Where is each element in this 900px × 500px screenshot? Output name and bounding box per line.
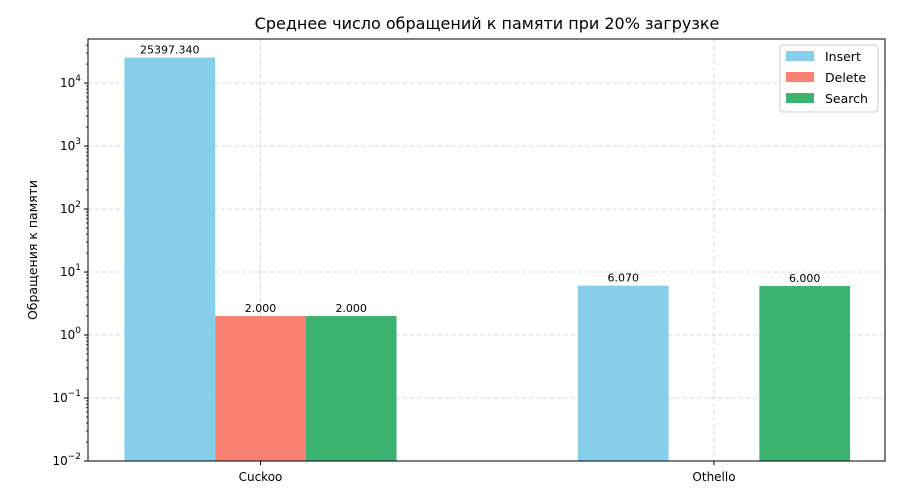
bar-search	[305, 316, 397, 461]
y-tick-exponent: −1	[68, 389, 81, 399]
legend-label-insert: Insert	[825, 49, 861, 64]
bar-delete	[215, 316, 306, 461]
y-tick-label: 103	[60, 137, 81, 153]
x-tick-label: Othello	[692, 470, 735, 484]
y-tick-exponent: 3	[75, 137, 81, 147]
y-tick-base: 10	[60, 76, 75, 90]
bar-value-label: 6.000	[789, 272, 821, 285]
y-tick-label: 102	[60, 200, 81, 216]
bar-insert	[577, 285, 669, 461]
y-tick-label: 104	[60, 74, 81, 90]
legend: Insert Delete Search	[779, 44, 879, 113]
bar-value-label: 6.070	[608, 272, 640, 285]
y-tick-label: 10−1	[52, 389, 81, 405]
legend-label-delete: Delete	[825, 70, 866, 85]
y-axis-label: Обращения к памяти	[25, 180, 40, 320]
bar-value-labels: 25397.340 6.070 2.000 2.000 6.000	[140, 44, 820, 316]
y-tick-base: 10	[52, 391, 67, 405]
y-tick-exponent: −2	[68, 452, 81, 462]
chart-title: Среднее число обращений к памяти при 20%…	[255, 14, 720, 33]
legend-swatch-insert	[786, 51, 814, 61]
bars	[124, 57, 851, 461]
y-tick-base: 10	[60, 139, 75, 153]
plot-area-frame	[87, 38, 886, 462]
x-tick-label: Cuckoo	[239, 470, 283, 484]
y-tick-label: 100	[60, 326, 81, 342]
legend-swatch-search	[786, 93, 814, 103]
legend-label-search: Search	[825, 91, 868, 106]
y-tick-exponent: 0	[75, 326, 81, 336]
legend-swatch-delete	[786, 72, 814, 82]
y-tick-base: 10	[60, 265, 75, 279]
y-tick-label: 10−2	[52, 452, 81, 468]
y-tick-base: 10	[60, 202, 75, 216]
y-tick-exponent: 4	[75, 74, 81, 84]
y-tick-label: 101	[60, 263, 81, 279]
bar-insert	[124, 57, 216, 461]
bar-value-label: 2.000	[245, 302, 277, 315]
y-tick-exponent: 2	[75, 200, 81, 210]
bar-value-label: 2.000	[335, 302, 367, 315]
bar-search	[759, 285, 851, 461]
y-tick-base: 10	[52, 454, 67, 468]
y-tick-exponent: 1	[75, 263, 81, 273]
bar-value-label: 25397.340	[140, 44, 200, 57]
y-tick-base: 10	[60, 328, 75, 342]
